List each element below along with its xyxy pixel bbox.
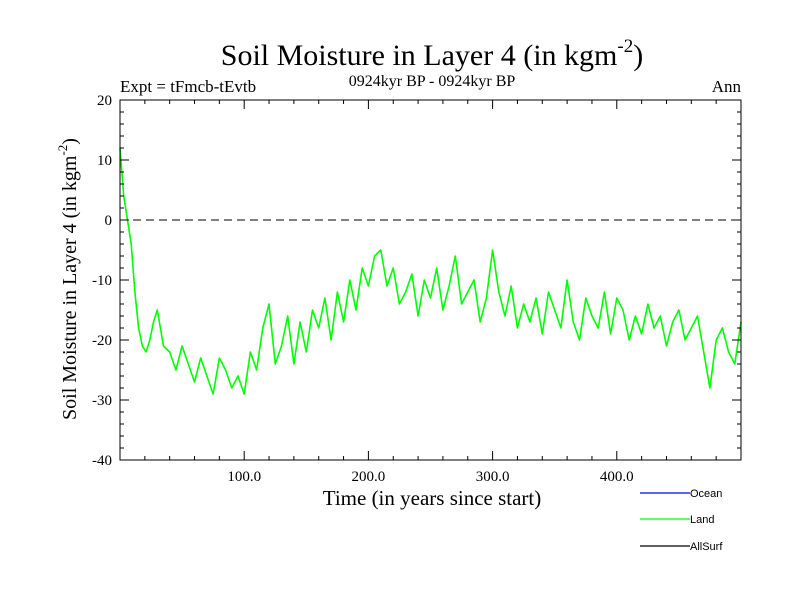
legend: Ocean Land AllSurf xyxy=(640,488,723,553)
plot-frame xyxy=(119,99,742,461)
y-tick-label: -30 xyxy=(92,393,112,409)
y-axis-label: Soil Moisture in Layer 4 (in kgm-2) xyxy=(55,138,81,420)
y-tick-label: -20 xyxy=(92,333,112,349)
season-label: Ann xyxy=(712,77,742,96)
chart-title: Soil Moisture in Layer 4 (in kgm-2) xyxy=(221,36,643,72)
legend-label-allsurf: AllSurf xyxy=(690,541,723,553)
y-tick-label: -10 xyxy=(92,273,112,289)
y-tick-label: 20 xyxy=(97,93,112,109)
y-tick-label: -40 xyxy=(92,453,112,469)
legend-label-land: Land xyxy=(690,514,714,526)
x-tick-label: 300.0 xyxy=(476,469,510,485)
axis-ticks: -40 -30 -20 -10 0 10 20 100.0 200.0 300.0 400.0 xyxy=(92,93,741,485)
y-tick-label: 0 xyxy=(105,213,113,229)
series-group xyxy=(119,147,742,395)
series-line-land xyxy=(119,147,742,395)
x-axis-label: Time (in years since start) xyxy=(323,486,542,510)
experiment-label: Expt = tFmcb-tEvtb xyxy=(120,77,256,96)
x-tick-label: 100.0 xyxy=(227,469,261,485)
legend-label-ocean: Ocean xyxy=(690,488,722,500)
plot-area xyxy=(119,147,742,395)
chart-subtitle: 0924kyr BP - 0924kyr BP xyxy=(349,73,516,90)
y-tick-label: 10 xyxy=(97,153,112,169)
x-tick-label: 400.0 xyxy=(600,469,634,485)
x-tick-label: 200.0 xyxy=(352,469,386,485)
